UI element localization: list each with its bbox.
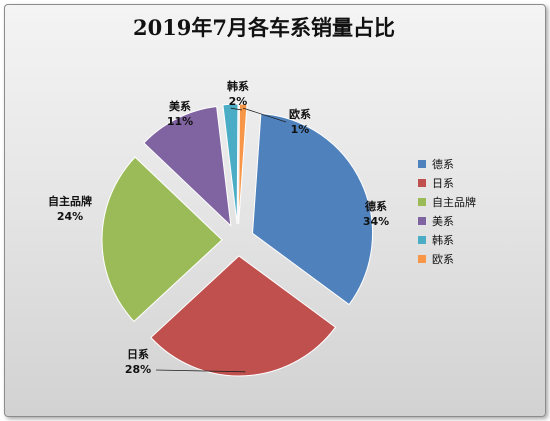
pie-slice-1 — [252, 113, 373, 306]
data-label-name-6: 欧系 — [289, 107, 311, 121]
pie-slice-4 — [143, 105, 232, 228]
chart-title: 2019年7月各车系销量占比 — [133, 15, 395, 40]
pie-slice-2 — [150, 255, 337, 377]
pie-slice-3 — [101, 156, 223, 323]
data-label-name-1: 德系 — [364, 199, 387, 213]
legend-entry-6: 欧系 — [432, 253, 454, 266]
leader-line-6 — [242, 107, 287, 123]
leader-line-2 — [155, 369, 246, 373]
data-labels: 德系 34% 日系 28% 自主品牌 24% 美系 11% 韩系 2% 欧系 1% — [48, 79, 389, 376]
label-leader-lines — [155, 107, 287, 373]
pie-slices — [101, 103, 373, 377]
legend-entry-3: 自主品牌 — [432, 195, 476, 209]
data-label-value-5: 2% — [229, 95, 248, 108]
pie-slice-6 — [238, 103, 248, 225]
data-label-value-3: 24% — [57, 210, 83, 223]
legend-swatch-2 — [418, 179, 426, 187]
legend-entry-1: 德系 — [432, 157, 454, 171]
pie-slice-5 — [222, 103, 239, 225]
legend-swatch-3 — [418, 198, 426, 206]
data-label-name-5: 韩系 — [227, 79, 249, 93]
legend-swatch-6 — [418, 255, 426, 263]
legend-swatch-5 — [418, 236, 426, 244]
data-label-value-1: 34% — [363, 215, 389, 228]
data-label-value-4: 11% — [167, 115, 193, 128]
legend-swatch-4 — [418, 217, 426, 225]
data-label-value-6: 1% — [291, 123, 310, 136]
legend-entry-4: 美系 — [432, 215, 454, 228]
data-label-name-4: 美系 — [169, 99, 191, 113]
data-label-name-2: 日系 — [127, 347, 149, 361]
leader-line-5 — [230, 107, 243, 111]
data-label-name-3: 自主品牌 — [48, 194, 92, 208]
legend-entry-5: 韩系 — [432, 233, 454, 247]
legend-swatch-1 — [418, 160, 426, 168]
legend-entry-2: 日系 — [432, 177, 454, 190]
data-label-value-2: 28% — [125, 363, 151, 376]
